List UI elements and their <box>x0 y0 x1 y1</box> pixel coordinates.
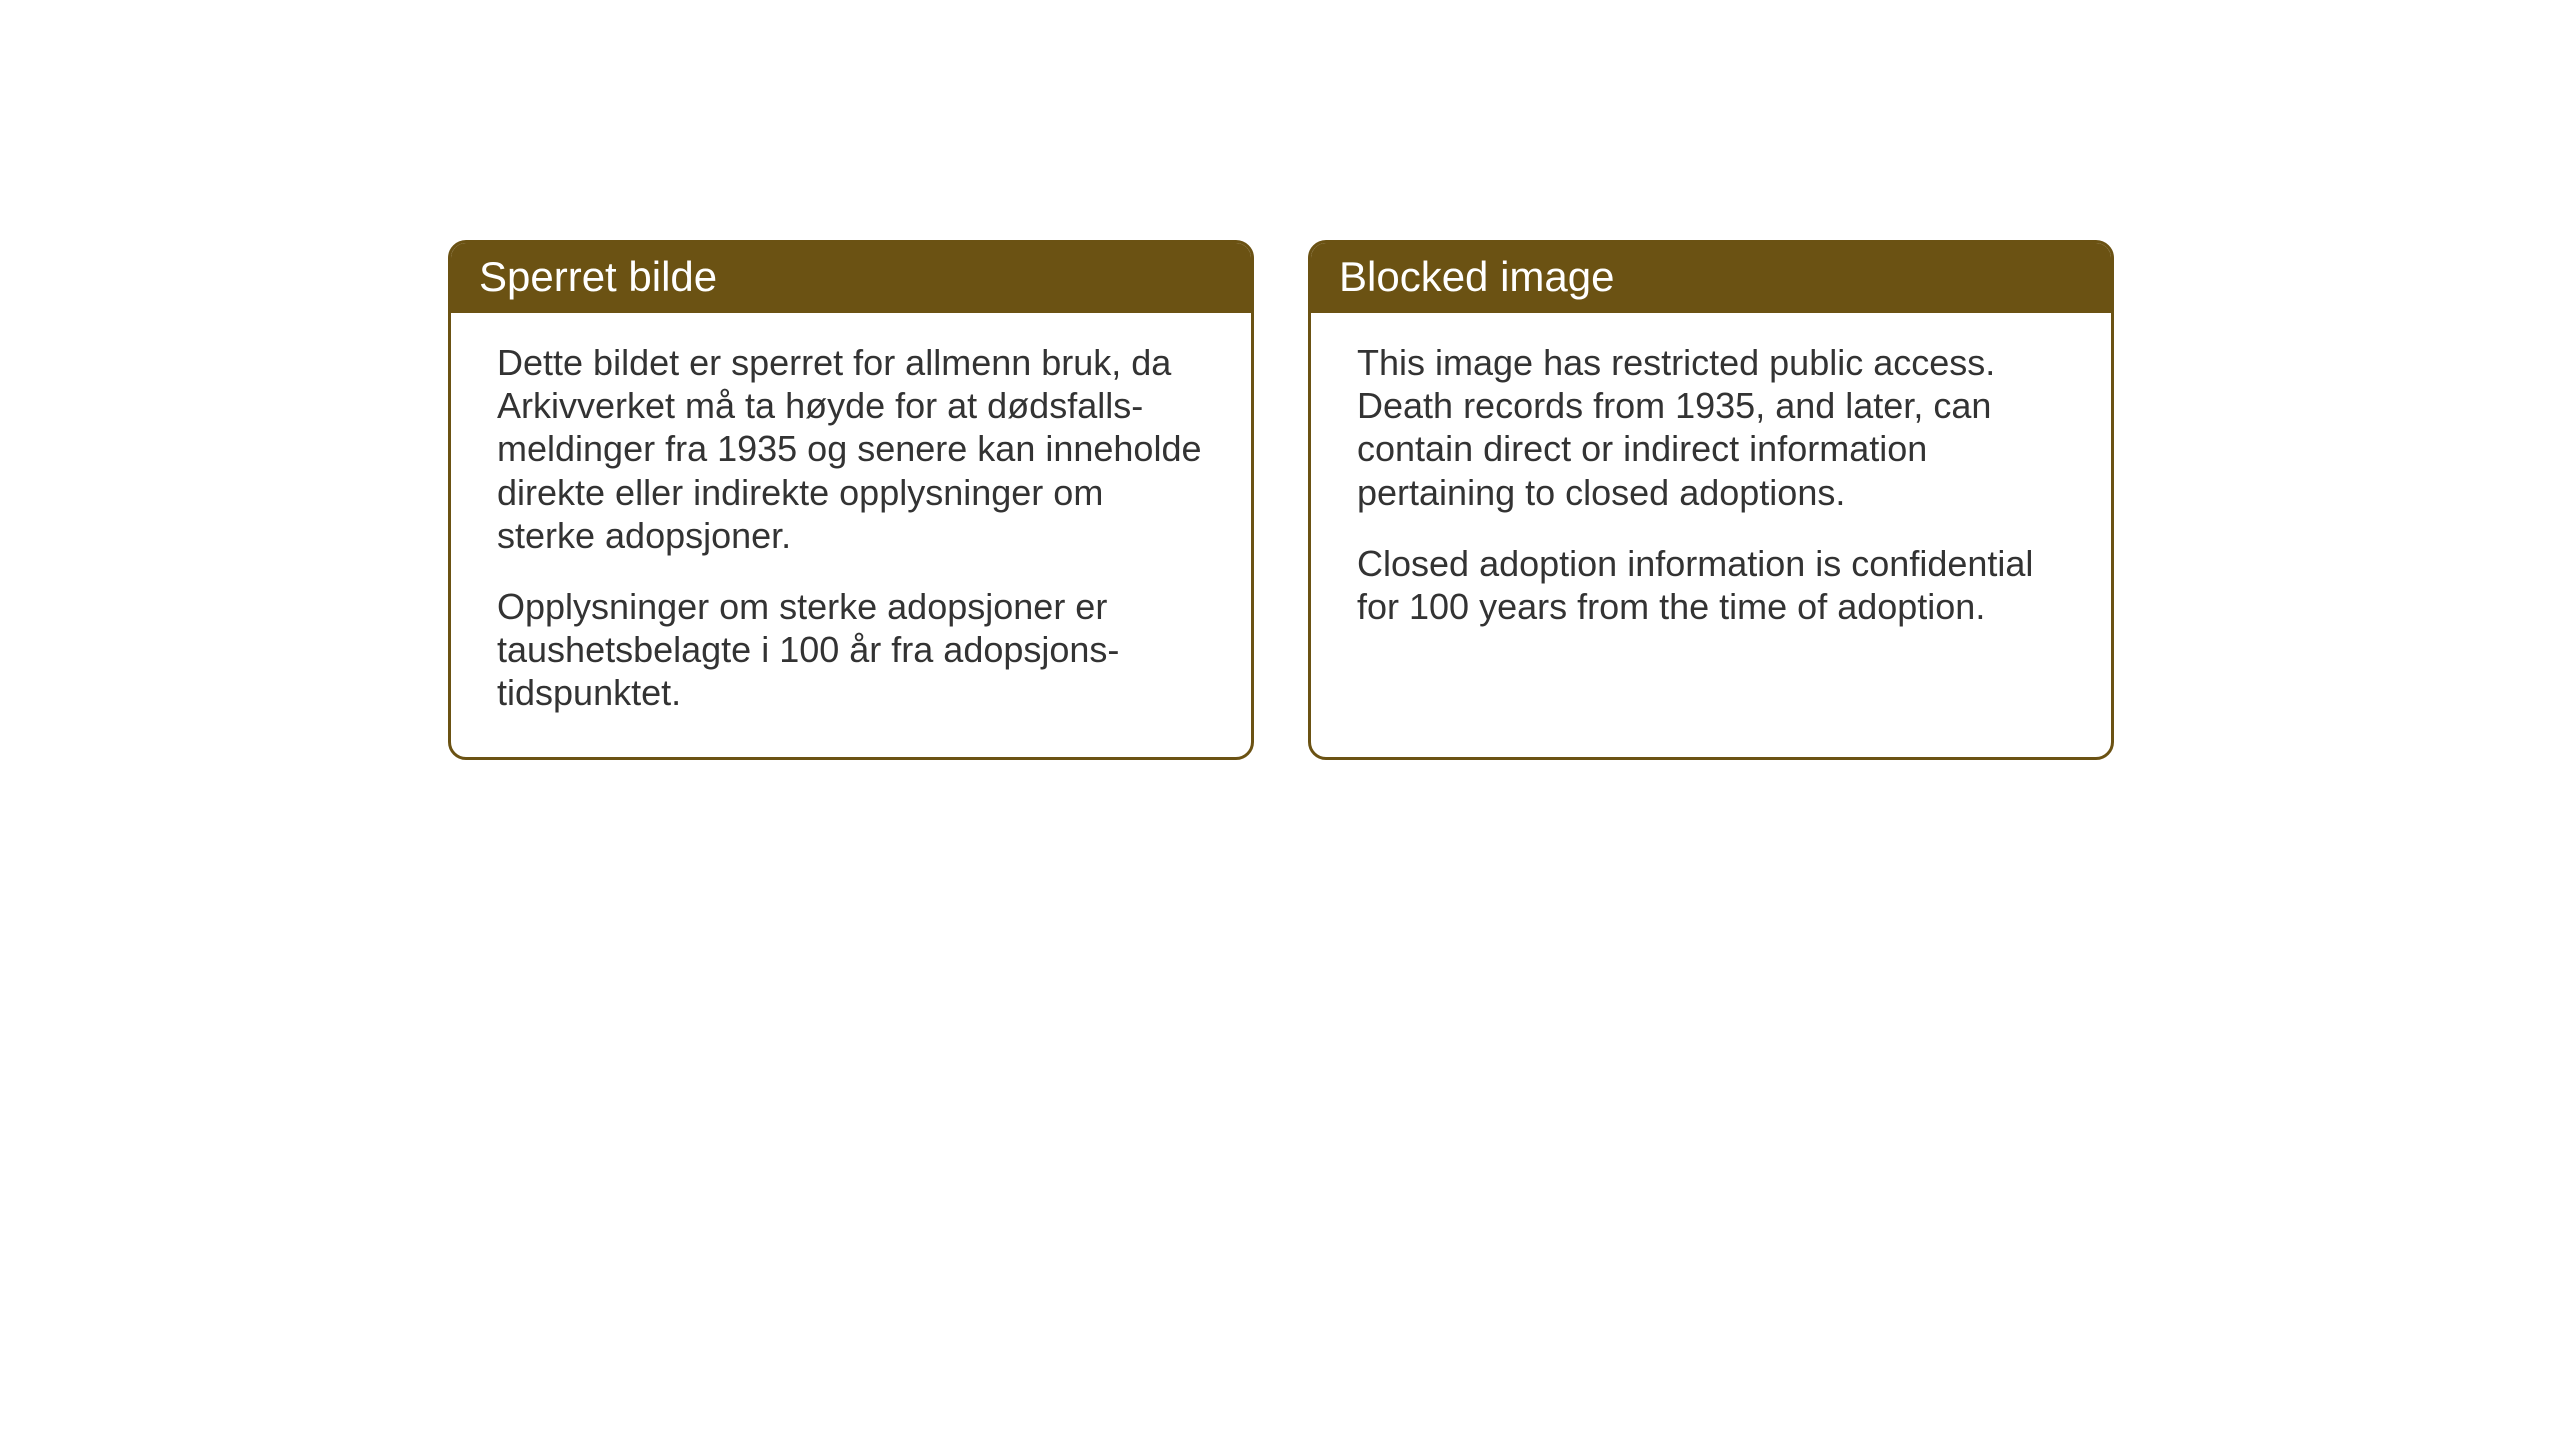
card-title: Sperret bilde <box>479 253 717 300</box>
card-body: Dette bildet er sperret for allmenn bruk… <box>451 313 1251 757</box>
card-body: This image has restricted public access.… <box>1311 313 2111 727</box>
notice-card-english: Blocked image This image has restricted … <box>1308 240 2114 760</box>
card-paragraph: This image has restricted public access.… <box>1357 341 2069 514</box>
notice-container: Sperret bilde Dette bildet er sperret fo… <box>0 0 2560 760</box>
card-title: Blocked image <box>1339 253 1614 300</box>
card-header: Blocked image <box>1311 243 2111 313</box>
card-header: Sperret bilde <box>451 243 1251 313</box>
card-paragraph: Opplysninger om sterke adopsjoner er tau… <box>497 585 1209 715</box>
card-paragraph: Dette bildet er sperret for allmenn bruk… <box>497 341 1209 557</box>
notice-card-norwegian: Sperret bilde Dette bildet er sperret fo… <box>448 240 1254 760</box>
card-paragraph: Closed adoption information is confident… <box>1357 542 2069 628</box>
